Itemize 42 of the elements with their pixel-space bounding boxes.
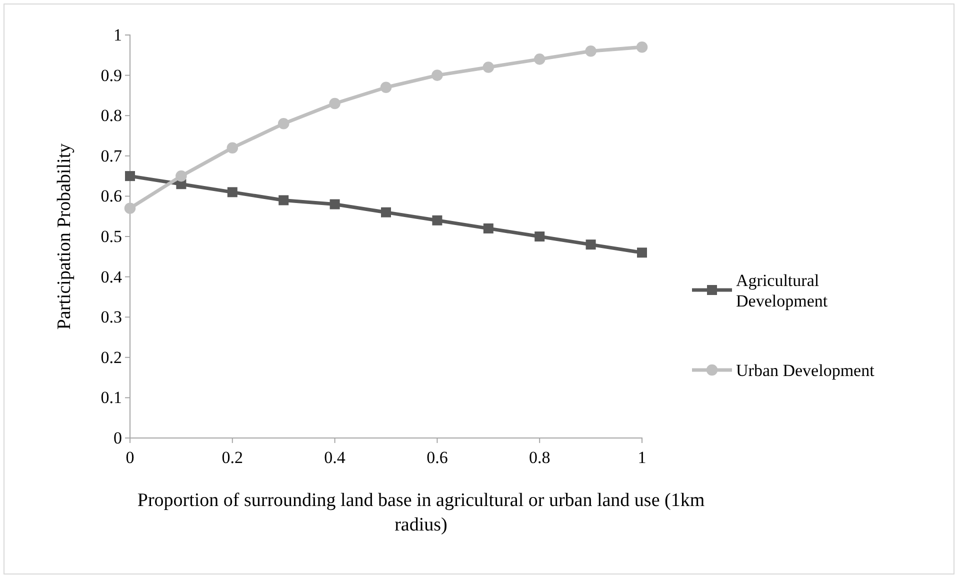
y-tick-label: 0.9 — [100, 66, 122, 85]
point — [432, 70, 443, 81]
point — [380, 82, 392, 94]
x-tick-label: 0 — [126, 448, 134, 467]
point — [534, 232, 545, 242]
y-tick-label: 0.2 — [100, 348, 122, 367]
y-tick-label: 0.7 — [100, 146, 122, 166]
x-axis-title: Proportion of surrounding land base in agricultural or urban land use (1km radius) — [137, 490, 705, 536]
y-tick-label: 0.4 — [100, 267, 122, 286]
point — [381, 207, 391, 218]
point — [586, 240, 596, 250]
x-tick-label: 1 — [638, 448, 646, 467]
y-tick-label: 0.3 — [100, 308, 122, 327]
point — [329, 98, 340, 110]
point — [176, 170, 187, 182]
point — [482, 62, 494, 73]
point — [278, 195, 289, 206]
x-tick-label: 0.4 — [324, 448, 346, 467]
point — [585, 45, 596, 57]
point — [432, 215, 442, 226]
point — [636, 41, 648, 53]
legend-label: Urban Development — [736, 361, 875, 380]
point — [637, 248, 647, 258]
y-tick-label: 1 — [114, 25, 122, 44]
point — [483, 223, 494, 234]
x-tick-label: 0.6 — [426, 448, 448, 467]
point — [278, 118, 290, 130]
y-tick-label: 0.6 — [100, 186, 122, 206]
point — [226, 142, 238, 154]
point — [330, 199, 340, 210]
y-tick-label: 0 — [114, 428, 122, 448]
x-tick-label: 0.8 — [528, 448, 550, 467]
point — [534, 54, 546, 65]
point — [124, 202, 136, 214]
y-tick-label: 0.5 — [100, 226, 122, 246]
point — [227, 187, 238, 198]
point — [125, 171, 135, 182]
x-tick-label: 0.2 — [222, 448, 244, 467]
legend-label: Agricultural Development — [736, 271, 828, 310]
y-tick-label: 0.1 — [100, 388, 122, 408]
y-axis-title: Participation Probability — [54, 142, 75, 330]
y-tick-label: 0.8 — [100, 106, 122, 126]
